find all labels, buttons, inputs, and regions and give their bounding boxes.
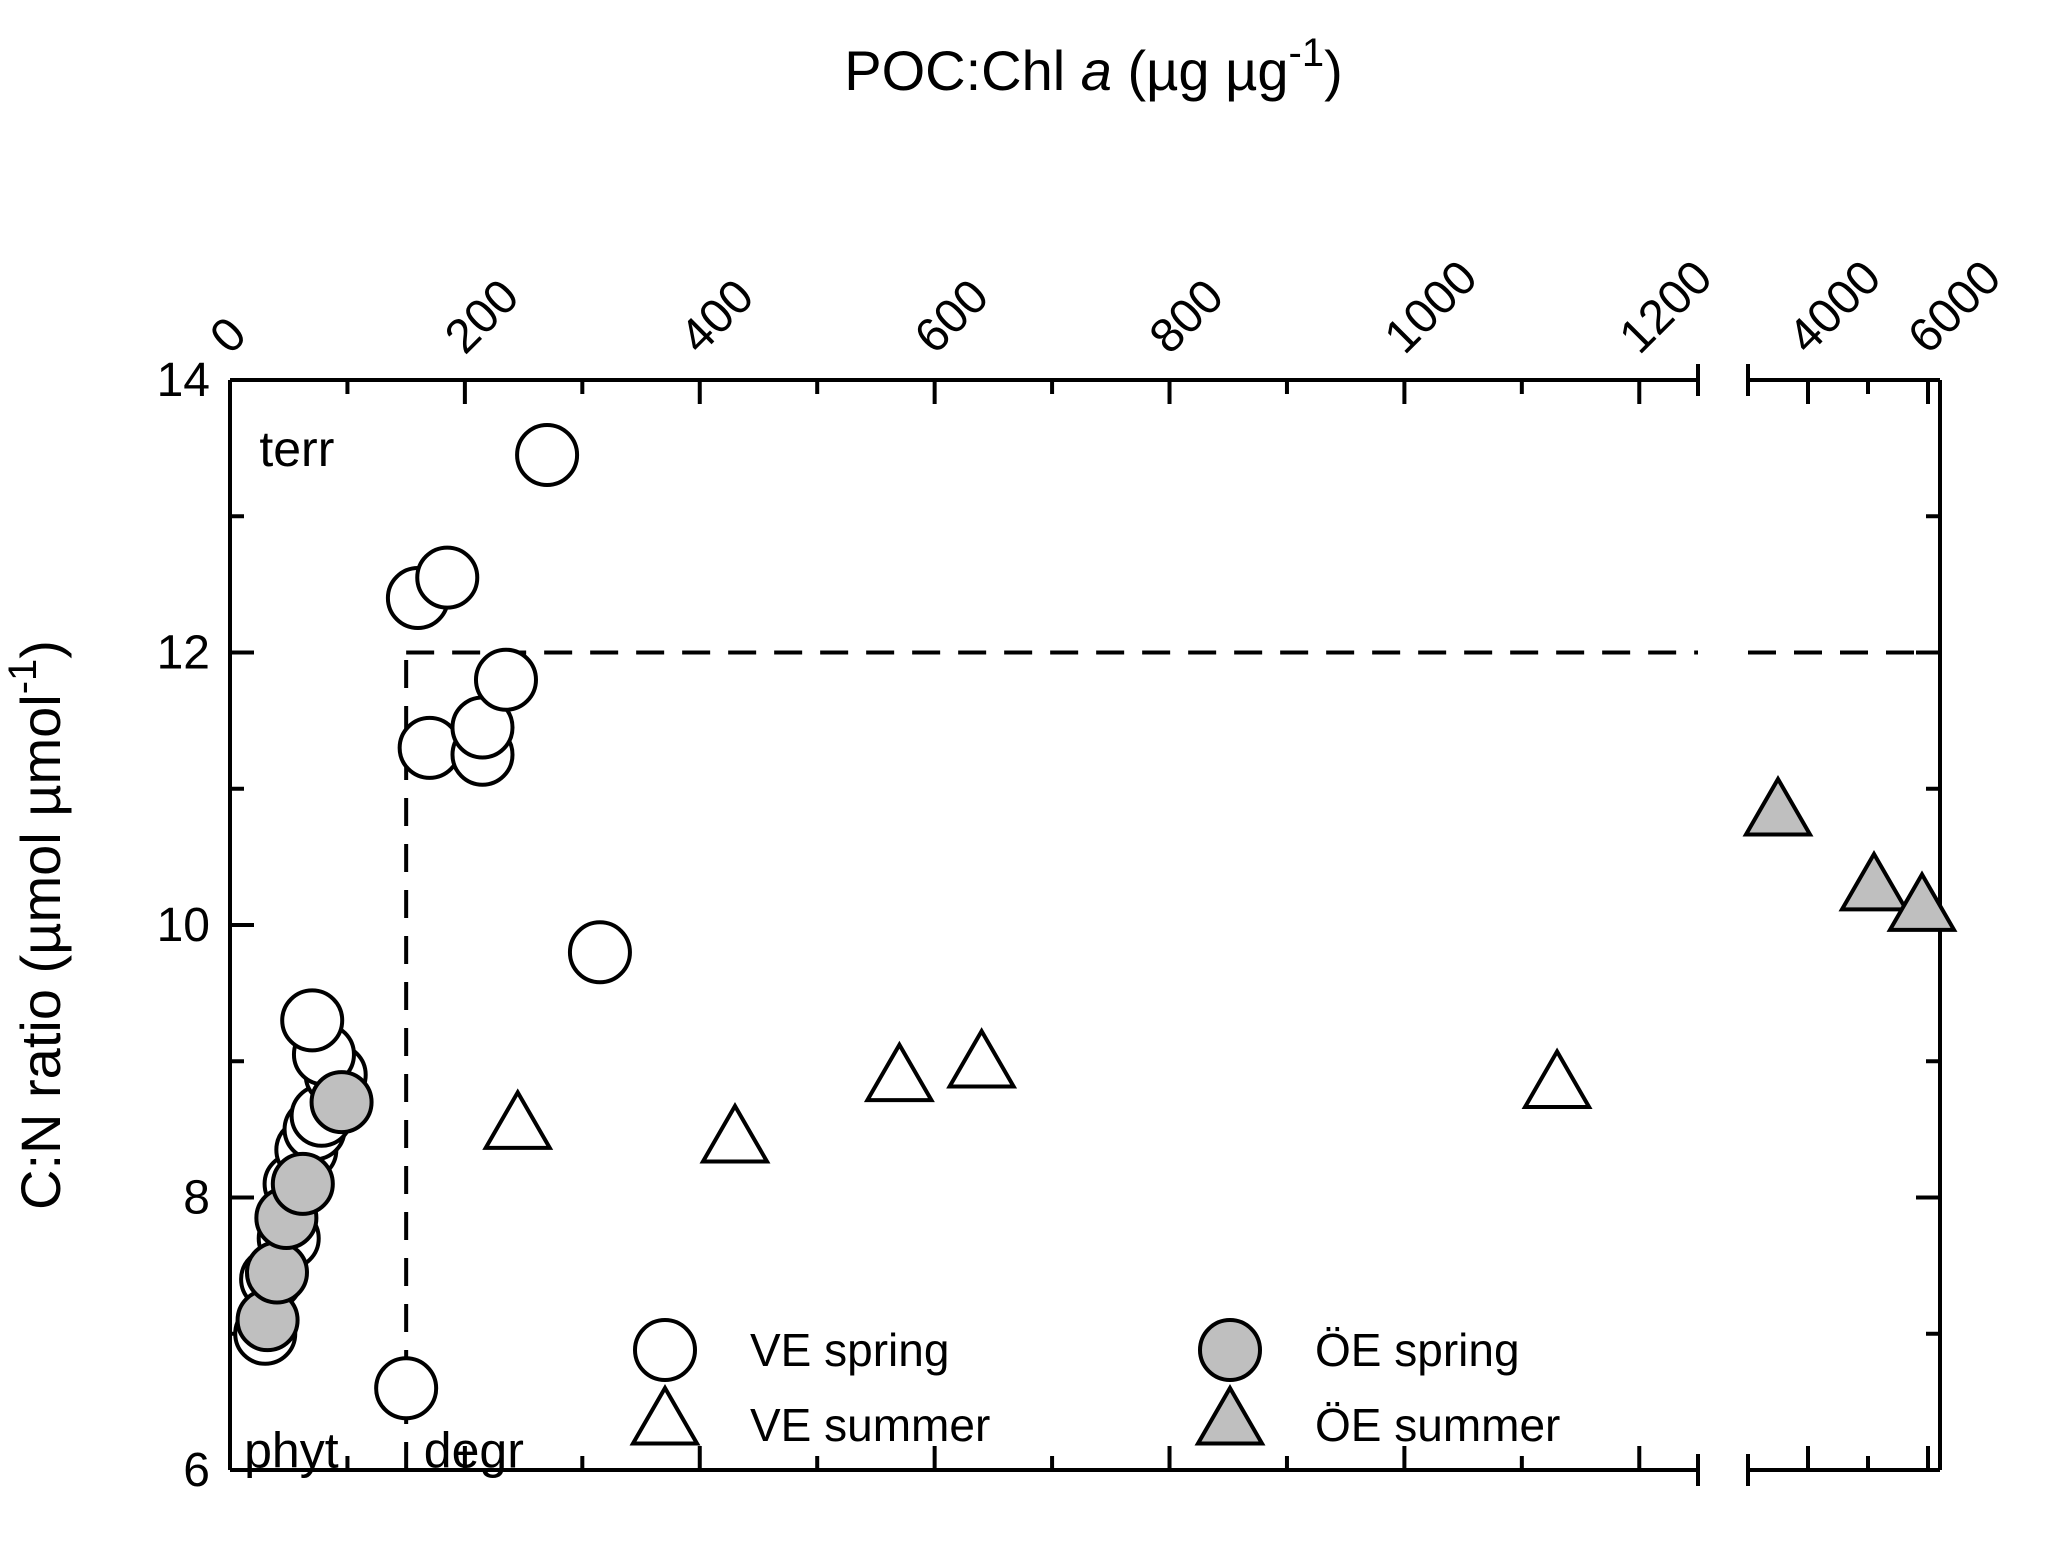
svg-text:terr: terr xyxy=(259,421,334,477)
svg-text:ÖE summer: ÖE summer xyxy=(1315,1399,1560,1451)
svg-text:VE summer: VE summer xyxy=(750,1399,990,1451)
svg-text:14: 14 xyxy=(157,354,210,407)
svg-text:ÖE spring: ÖE spring xyxy=(1315,1324,1520,1376)
svg-text:VE spring: VE spring xyxy=(750,1324,949,1376)
svg-text:C:N ratio (µmol µmol-1): C:N ratio (µmol µmol-1) xyxy=(1,640,72,1210)
svg-text:POC:Chl a (µg µg-1): POC:Chl a (µg µg-1) xyxy=(844,31,1342,102)
svg-text:12: 12 xyxy=(157,627,210,680)
svg-text:8: 8 xyxy=(183,1172,210,1225)
svg-text:phyt: phyt xyxy=(244,1423,339,1479)
svg-text:degr: degr xyxy=(424,1423,524,1479)
svg-text:6: 6 xyxy=(183,1444,210,1497)
svg-text:10: 10 xyxy=(157,899,210,952)
